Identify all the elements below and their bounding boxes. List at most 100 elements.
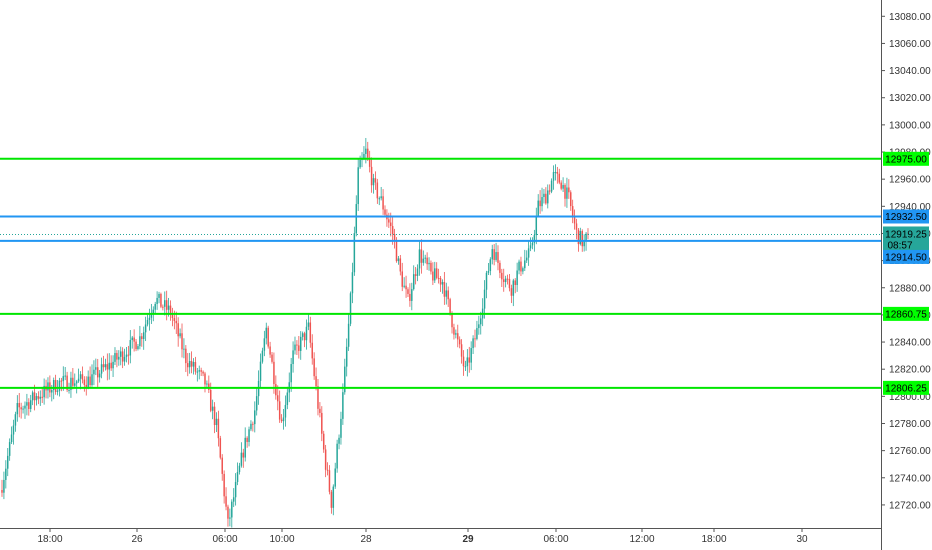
candle-body [231,501,233,518]
candle-body [558,173,561,183]
candle-body [286,392,289,405]
candle-body [307,322,310,327]
candle-body [321,412,323,434]
candle-body [338,437,340,444]
candle-body [426,257,428,265]
candle-body [278,401,281,420]
candle-body [453,327,455,335]
candle-body [81,374,84,380]
candle-body [35,396,38,401]
candle-body [158,293,160,298]
candle-body [411,289,413,301]
candle-body [407,289,409,294]
price-tick-label: 12780.00 [889,419,931,430]
candle-body [280,419,283,422]
candle-body [106,364,109,370]
candle-body [43,385,45,398]
candle-body [271,354,273,362]
candle-body [476,328,478,339]
level-price-tag [883,306,929,321]
candle-body [152,309,155,315]
candle-body [156,297,158,304]
candle-body [397,258,400,262]
candle-body [458,339,461,345]
candle-body [326,469,329,471]
price-tick-label: 13020.00 [889,93,931,104]
time-tick-label: 06:00 [543,534,568,545]
candle-body [485,272,488,290]
candle-body [12,425,15,435]
time-axis[interactable]: 18:00 26 06:00 10:00 28 29 06:00 12:00 18:00 30 [0,528,881,545]
candle-body [399,258,402,272]
candle-body [31,392,34,401]
candle-body [242,452,245,458]
candle-body [24,405,26,409]
candle-body [97,367,99,378]
candle-body [464,366,467,368]
candle-body [227,506,229,519]
candle-body [144,324,147,333]
last-price-tag [883,226,929,251]
candle-body [125,354,128,357]
candle-body [282,417,285,422]
candle-body [51,390,53,393]
candle-body [183,348,185,350]
candle-body [58,380,61,391]
time-tick-label: 29 [462,534,474,545]
candle-body [344,366,346,393]
candle-body [512,280,515,296]
candle-body [573,216,576,224]
candle-body [449,299,451,314]
candle-body [74,383,76,386]
candle-body [506,278,509,280]
price-tick-label: 12740.00 [889,473,931,484]
candle-body [550,180,553,192]
last-price-label: 12919.25 [885,229,927,240]
candle-body [244,437,246,458]
candle-body [566,187,568,199]
candle-body [175,321,178,324]
level-price-label: 12975.00 [885,154,927,165]
candle-body [388,219,390,223]
candle-body [405,285,407,290]
level-price-label: 12932.50 [885,212,927,223]
candle-body [173,318,176,322]
candle-body [3,479,5,493]
candle-body [395,241,398,262]
candle-body [317,386,319,409]
candle-body [577,229,580,245]
candle-body [261,350,264,362]
candle-body [391,226,394,235]
price-tags-layer: 12975.00 12932.50 12914.50 12860.75 12806.25… [883,151,929,395]
candle-body [248,429,250,442]
level-price-tag [883,249,929,264]
candle-body [179,333,181,337]
candle-body [234,481,237,498]
time-tick-label: 06:00 [212,534,237,545]
candle-body [520,261,522,272]
candle-body [434,268,436,281]
price-tick-label: 12940.00 [889,202,931,213]
candle-body [160,293,162,307]
candle-body [332,486,335,508]
candle-body [273,361,275,385]
candle-body [194,362,197,372]
candle-body [79,374,82,379]
price-axis[interactable]: 12720.00 12740.00 12760.00 12780.00 12800.00… [881,0,931,550]
candle-body [533,235,536,243]
candle-body [33,392,36,401]
candle-body [378,198,381,200]
candle-body [349,293,352,324]
candle-body [501,272,503,280]
candle-body [208,383,210,390]
candles-layer [1,137,589,528]
candle-body [495,252,497,260]
candle-body [315,376,317,387]
candle-body [510,288,513,296]
candle-body [424,257,426,259]
candle-body [345,346,348,367]
candle-body [367,148,369,158]
candle-body [167,305,170,310]
candle-body [460,344,463,357]
